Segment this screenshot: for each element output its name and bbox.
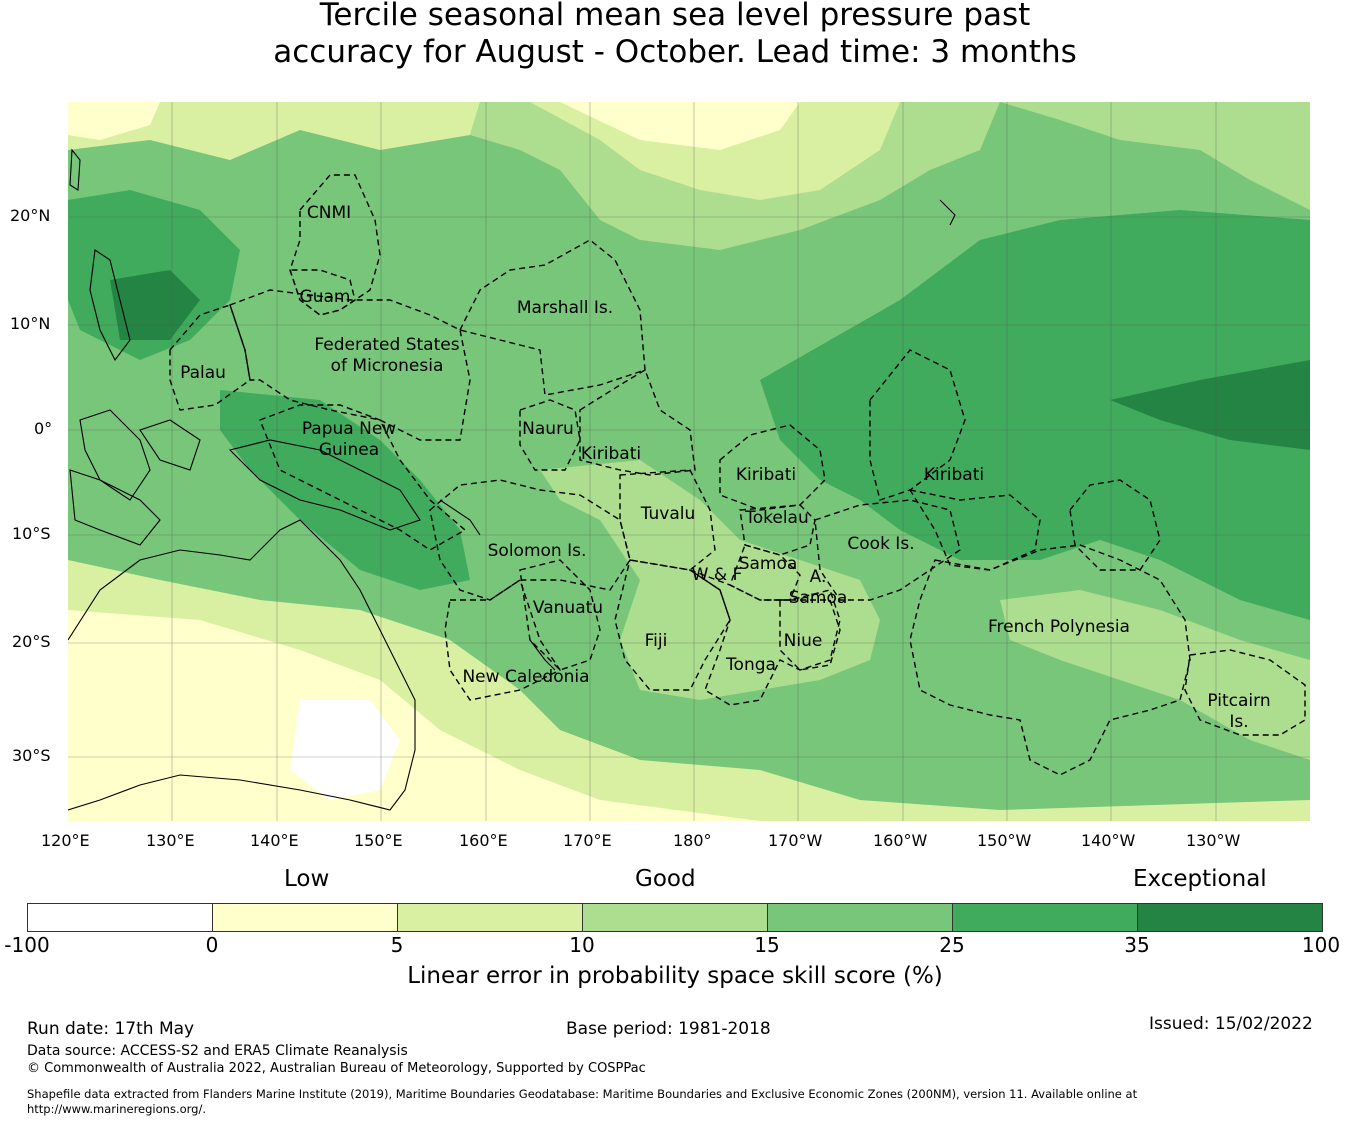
graticule (68, 102, 1310, 821)
lon-label-140w: 140°W (1081, 831, 1136, 850)
lon-label-140e: 140°E (250, 831, 299, 850)
region-label-guam: Guam (300, 287, 351, 307)
field-0-5 (560, 102, 800, 150)
region-label-wallis-futuna: W & F (692, 565, 743, 585)
field-5-10 (68, 102, 480, 160)
lat-label-30s: 30°S (12, 746, 51, 765)
coastlines (68, 148, 956, 811)
lon-label-160w: 160°W (873, 831, 928, 850)
colorbar-tick: 25 (939, 933, 965, 957)
region-label-cook: Cook Is. (847, 534, 914, 554)
lon-label-170e: 170°E (563, 831, 612, 850)
region-label-tonga: Tonga (725, 655, 776, 675)
lon-label-150w: 150°W (977, 831, 1032, 850)
region-label-new-caledonia: New Caledonia (462, 667, 589, 687)
copyright: © Commonwealth of Australia 2022, Austra… (27, 1061, 646, 1076)
lon-label-160e: 160°E (459, 831, 508, 850)
data-source: Data source: ACCESS-S2 and ERA5 Climate … (27, 1043, 408, 1059)
lat-label-10n: 10°N (10, 314, 51, 333)
colorbar-segment-2 (213, 904, 398, 931)
lon-label-150e: 150°E (354, 831, 403, 850)
lon-label-130w: 130°W (1186, 831, 1241, 850)
region-label-png-2: Guinea (319, 440, 379, 460)
region-label-fsm-2: of Micronesia (331, 356, 444, 376)
legend-category-low: Low (284, 866, 330, 892)
colorbar-tick: 5 (390, 933, 404, 957)
skill-score-map: CNMI Guam Marshall Is. Federated States … (68, 102, 1310, 821)
lat-label-0: 0° (34, 419, 53, 438)
lat-label-20n: 20°N (10, 206, 51, 225)
lat-label-20s: 20°S (12, 632, 51, 651)
colorbar-segment-4 (583, 904, 768, 931)
region-label-french-polynesia: French Polynesia (988, 617, 1130, 637)
region-label-american-samoa-2: Samoa (789, 588, 848, 608)
region-label-tokelau: Tokelau (744, 508, 809, 528)
base-period: Base period: 1981-2018 (566, 1019, 771, 1039)
lon-label-120e: 120°E (41, 831, 90, 850)
colorbar-tick: 0 (205, 933, 219, 957)
field-10-15 (1000, 590, 1310, 760)
shapefile-credit-2: http://www.marineregions.org/. (27, 1102, 206, 1116)
colorbar-segment-6 (953, 904, 1138, 931)
region-label-kiribati-gilbert: Kiribati (581, 444, 641, 464)
region-label-vanuatu: Vanuatu (533, 598, 603, 618)
region-label-fsm-1: Federated States (314, 335, 459, 355)
colorbar-tick: -100 (4, 933, 50, 957)
lon-label-180: 180° (673, 831, 712, 850)
colorbar-label: Linear error in probability space skill … (407, 963, 943, 989)
field-10-15 (540, 460, 880, 700)
region-label-kiribati-phoenix: Kiribati (736, 465, 796, 485)
region-label-cnmi: CNMI (307, 203, 351, 223)
map-title-line-2: accuracy for August - October. Lead time… (273, 34, 1077, 70)
region-label-samoa: Samoa (739, 554, 798, 574)
lon-label-170w: 170°W (768, 831, 823, 850)
region-label-solomon: Solomon Is. (488, 541, 587, 561)
region-label-kiribati-line: Kiribati (924, 465, 984, 485)
issued-date: Issued: 15/02/2022 (1149, 1014, 1313, 1034)
field-35-100 (1110, 360, 1310, 450)
legend-category-good: Good (635, 866, 696, 892)
field-35-100 (110, 270, 200, 340)
field-10-15 (1000, 102, 1310, 210)
shapefile-credit-1: Shapefile data extracted from Flanders M… (27, 1087, 1138, 1101)
field-25-35 (220, 390, 470, 590)
region-label-fiji: Fiji (645, 631, 668, 651)
region-labels: CNMI Guam Marshall Is. Federated States … (180, 203, 1271, 732)
field-0-5 (68, 610, 760, 821)
colorbar-segment-5 (768, 904, 953, 931)
region-label-png-1: Papua New (302, 419, 396, 439)
colorbar (27, 903, 1323, 932)
lon-label-130e: 130°E (146, 831, 195, 850)
region-label-pitcairn-2: Is. (1229, 712, 1248, 732)
region-label-tuvalu: Tuvalu (640, 504, 696, 524)
colorbar-tick: 35 (1124, 933, 1150, 957)
colorbar-tick: 100 (1301, 933, 1341, 957)
colorbar-segment-7 (1138, 904, 1322, 931)
region-label-niue: Niue (784, 631, 823, 651)
run-date: Run date: 17th May (27, 1019, 195, 1039)
region-label-american-samoa-1: A. (810, 567, 827, 587)
field-0-5 (68, 102, 160, 140)
colorbar-tick: 10 (569, 933, 595, 957)
field-negative (290, 700, 400, 800)
region-label-marshall: Marshall Is. (517, 298, 613, 318)
skill-field: CNMI Guam Marshall Is. Federated States … (68, 102, 1310, 821)
map-title-line-1: Tercile seasonal mean sea level pressure… (319, 0, 1031, 33)
legend-category-exceptional: Exceptional (1133, 866, 1267, 892)
region-label-palau: Palau (180, 363, 226, 383)
lat-label-10s: 10°S (12, 524, 51, 543)
region-label-nauru: Nauru (522, 419, 574, 439)
eez-boundaries (169, 174, 1306, 776)
colorbar-segment-3 (398, 904, 583, 931)
region-label-pitcairn-1: Pitcairn (1207, 691, 1270, 711)
colorbar-tick: 15 (754, 933, 780, 957)
colorbar-segment-1 (28, 904, 213, 931)
field-25-35 (760, 210, 1310, 620)
